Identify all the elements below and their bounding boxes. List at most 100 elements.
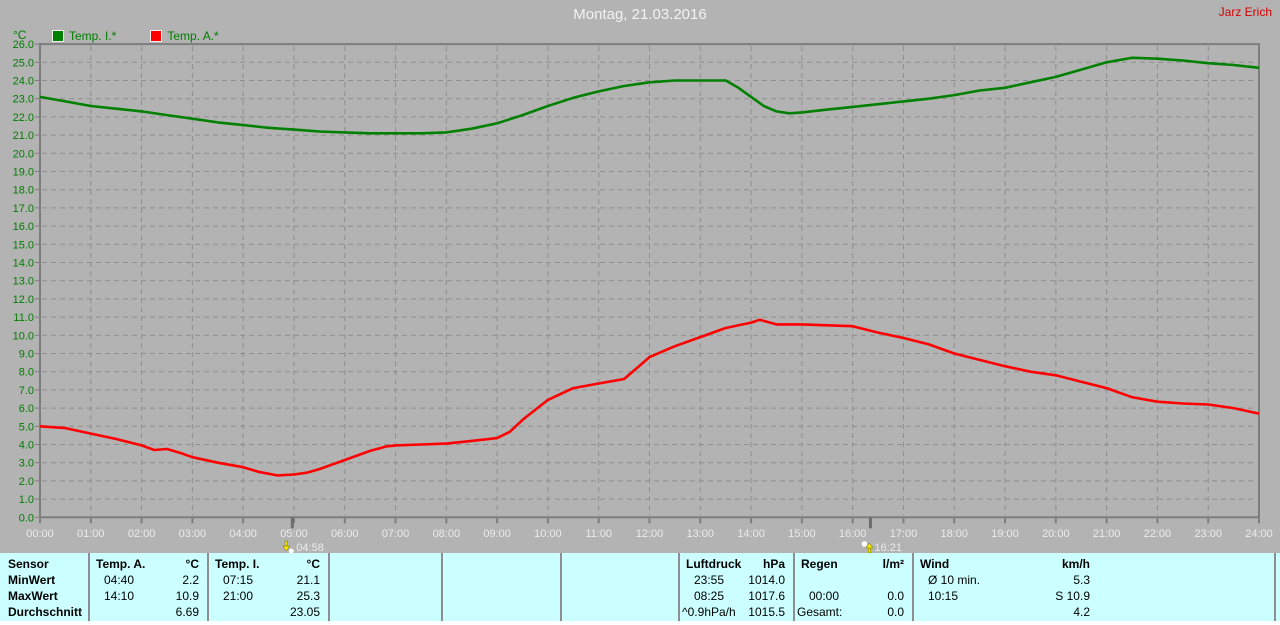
- table-header: Regen: [801, 557, 838, 571]
- table-cell-time: ^0.9hPa/h: [682, 605, 736, 619]
- temp-i-swatch-icon: [52, 30, 64, 42]
- y-axis-unit: °C: [13, 28, 27, 42]
- x-tick-label: 18:00: [940, 528, 968, 540]
- table-row-label: Durchschnitt: [8, 605, 83, 619]
- table-header: Temp. A.: [96, 557, 146, 571]
- table-cell-value: 0.0: [887, 589, 904, 603]
- x-tick-label: 14:00: [737, 528, 765, 540]
- table-cell-value: 2.2: [182, 573, 199, 587]
- temp-a-swatch-icon: [150, 30, 163, 42]
- y-tick-label: 5.0: [19, 421, 34, 433]
- x-tick-label: 24:00: [1245, 528, 1273, 540]
- y-tick-label: 9.0: [19, 349, 34, 361]
- y-tick-label: 15.0: [13, 239, 34, 251]
- y-tick-label: 0.0: [19, 512, 34, 524]
- chart-legend: Temp. I.* Temp. A.*: [52, 29, 219, 43]
- legend-item-temp-i: Temp. I.*: [52, 29, 116, 43]
- table-cell-time: Ø 10 min.: [928, 573, 981, 587]
- temp-a-line: [39, 318, 1260, 477]
- table-column-separator: [678, 553, 680, 621]
- table-cell-time: 04:40: [104, 573, 135, 587]
- y-tick-label: 26.0: [13, 39, 34, 51]
- x-tick-label: 23:00: [1194, 528, 1222, 540]
- moon-icon: [288, 548, 295, 553]
- table-cell-value: 23.05: [289, 605, 320, 619]
- y-tick-label: 23.0: [13, 94, 34, 106]
- temperature-chart: 0.0 1.0 2.0 3.0 4.0 5.0 6.0 7.0 8.0 9.0 10.0 11.0 12…: [13, 39, 1273, 553]
- y-tick-label: 13.0: [13, 276, 34, 288]
- table-header: Luftdruck: [686, 557, 742, 571]
- table-header-unit: hPa: [762, 557, 785, 571]
- x-tick-label: 22:00: [1144, 528, 1172, 540]
- table-cell-value: 10.9: [175, 589, 199, 603]
- bottom-strip: [0, 621, 1280, 625]
- table-column-separator: [441, 553, 443, 621]
- legend-item-temp-a: Temp. A.*: [150, 29, 219, 43]
- y-tick-label: 1.0: [19, 494, 34, 506]
- x-tick-label: 07:00: [382, 528, 410, 540]
- table-header-unit: °C: [185, 557, 199, 571]
- table-cell-value: 25.3: [296, 589, 320, 603]
- x-tick-label: 11:00: [585, 528, 612, 540]
- y-tick-label: 6.0: [19, 403, 34, 415]
- y-tick-label: 22.0: [13, 112, 34, 124]
- moonset-icon: [284, 540, 288, 547]
- stats-table: Sensor MinWert MaxWert Durchschnitt Temp. A.…: [0, 553, 1280, 621]
- table-cell-value: 5.3: [1073, 573, 1090, 587]
- moon-icon: [861, 540, 868, 548]
- table-cell-value: 21.1: [296, 573, 320, 587]
- y-tick-label: 8.0: [19, 367, 34, 379]
- table-cell-value: 1015.5: [748, 605, 785, 619]
- y-tick-label: 14.0: [13, 258, 34, 270]
- table-cell-time: 08:25: [694, 589, 725, 603]
- x-tick-label: 20:00: [1042, 528, 1070, 540]
- y-tick-label: 17.0: [13, 203, 34, 215]
- table-row-label: Sensor: [8, 557, 49, 571]
- table-column-separator: [207, 553, 209, 621]
- x-tick-label: 12:00: [636, 528, 664, 540]
- x-tick-label: 19:00: [991, 528, 1019, 540]
- table-cell-value: 0.0: [887, 605, 904, 619]
- y-tick-label: 16.0: [13, 221, 34, 233]
- y-tick-label: 20.0: [13, 148, 34, 160]
- table-cell-time: 23:55: [694, 573, 725, 587]
- y-tick-label: 24.0: [13, 76, 34, 88]
- table-column-separator: [793, 553, 795, 621]
- table-column-separator: [328, 553, 330, 621]
- table-header: Wind: [920, 557, 950, 571]
- y-tick-label: 10.0: [13, 330, 34, 342]
- table-cell-value: S 10.9: [1055, 589, 1090, 603]
- y-tick-label: 4.0: [19, 440, 34, 452]
- x-tick-label: 17:00: [890, 528, 918, 540]
- table-header-unit: km/h: [1061, 557, 1090, 571]
- y-tick-label: 11.0: [13, 312, 34, 324]
- table-cell-value: 6.69: [175, 605, 199, 619]
- x-tick-label: 05:00: [280, 528, 308, 540]
- x-tick-label: 06:00: [331, 528, 359, 540]
- y-tick-label: 7.0: [19, 385, 34, 397]
- table-column-separator: [560, 553, 562, 621]
- x-tick-label: 01:00: [77, 528, 105, 540]
- table-row-label: MaxWert: [8, 589, 58, 603]
- y-tick-label: 2.0: [19, 476, 34, 488]
- table-cell-value: 1014.0: [748, 573, 785, 587]
- moonset-icon: [282, 545, 291, 552]
- table-header: Temp. I.: [215, 557, 260, 571]
- y-tick-label: 25.0: [13, 57, 34, 69]
- table-row-label: MinWert: [8, 573, 56, 587]
- y-tick-label: 3.0: [19, 458, 34, 470]
- table-cell-value: 4.2: [1073, 605, 1090, 619]
- table-cell-time: 21:00: [223, 589, 254, 603]
- table-column-separator: [912, 553, 914, 621]
- y-tick-label: 19.0: [13, 167, 34, 179]
- legend-label-temp-i: Temp. I.*: [69, 29, 117, 43]
- temp-i-line: [39, 56, 1260, 135]
- x-tick-label: 00:00: [26, 528, 54, 540]
- table-cell-time: Gesamt:: [797, 605, 843, 619]
- x-tick-label: 15:00: [788, 528, 816, 540]
- x-tick-label: 04:00: [229, 528, 257, 540]
- user-name: Jarz Erich: [1218, 5, 1272, 19]
- x-tick-label: 09:00: [483, 528, 511, 540]
- x-tick-label: 21:00: [1093, 528, 1121, 540]
- page-title: Montag, 21.03.2016: [573, 6, 707, 23]
